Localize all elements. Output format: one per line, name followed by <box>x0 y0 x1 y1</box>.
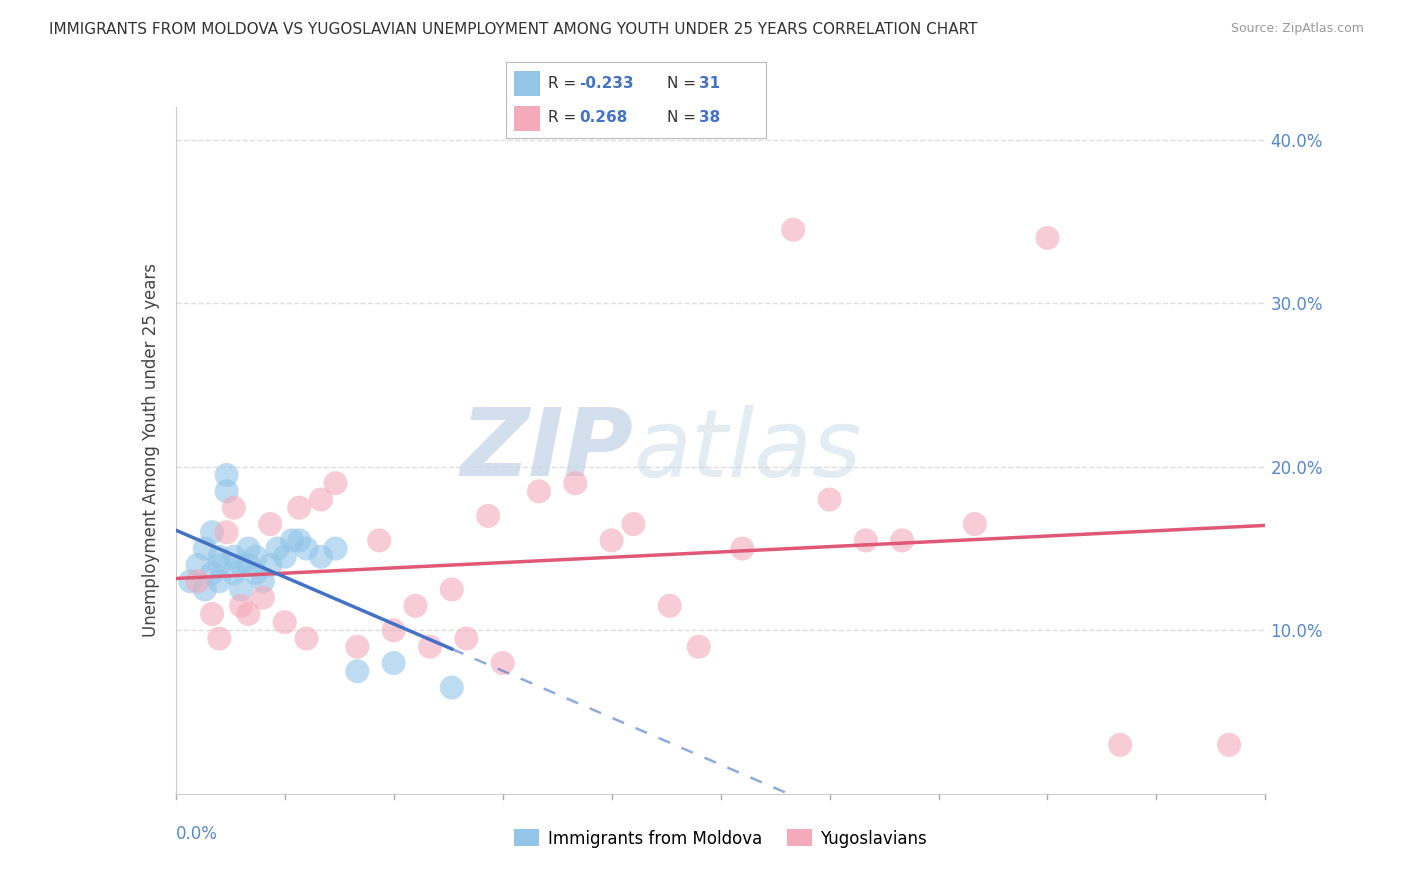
Point <box>731 541 754 556</box>
Point <box>215 484 238 499</box>
Point <box>688 640 710 654</box>
Point <box>346 640 368 654</box>
Point <box>238 558 260 572</box>
Bar <box>515 70 540 95</box>
Point <box>456 632 478 646</box>
Text: N =: N = <box>668 76 702 91</box>
Point <box>818 492 841 507</box>
Point <box>208 558 231 572</box>
Point <box>382 624 405 638</box>
Point <box>440 582 463 597</box>
Point <box>281 533 304 548</box>
Point <box>259 516 281 531</box>
Point <box>238 607 260 621</box>
Text: 31: 31 <box>699 76 720 91</box>
Point <box>419 640 441 654</box>
Point <box>295 632 318 646</box>
Point <box>621 516 644 531</box>
Point <box>527 484 550 499</box>
Point <box>782 222 804 236</box>
Point <box>346 664 368 679</box>
Legend: Immigrants from Moldova, Yugoslavians: Immigrants from Moldova, Yugoslavians <box>508 822 934 855</box>
Point <box>855 533 877 548</box>
Point <box>201 607 224 621</box>
Point <box>222 500 245 515</box>
Point <box>231 558 253 572</box>
Point <box>259 558 281 572</box>
Point <box>288 500 311 515</box>
Point <box>252 574 274 589</box>
Y-axis label: Unemployment Among Youth under 25 years: Unemployment Among Youth under 25 years <box>142 263 160 638</box>
Point <box>245 549 267 564</box>
Point <box>208 549 231 564</box>
Point <box>440 681 463 695</box>
Point <box>295 541 318 556</box>
Point <box>1109 738 1132 752</box>
Point <box>201 566 224 580</box>
Point <box>194 582 217 597</box>
Text: 0.0%: 0.0% <box>176 825 218 843</box>
Point <box>245 566 267 580</box>
Text: atlas: atlas <box>633 405 862 496</box>
Text: N =: N = <box>668 110 702 125</box>
Text: 38: 38 <box>699 110 720 125</box>
Point <box>186 558 209 572</box>
Text: ZIP: ZIP <box>461 404 633 497</box>
Point <box>208 574 231 589</box>
Point <box>274 615 297 630</box>
Point <box>600 533 623 548</box>
Point <box>492 656 515 670</box>
Point <box>179 574 201 589</box>
Point <box>1218 738 1240 752</box>
Text: 0.268: 0.268 <box>579 110 627 125</box>
Point <box>1036 231 1059 245</box>
Point <box>325 476 347 491</box>
Point <box>564 476 586 491</box>
Point <box>186 574 209 589</box>
Text: Source: ZipAtlas.com: Source: ZipAtlas.com <box>1230 22 1364 36</box>
Point <box>201 525 224 540</box>
Text: R =: R = <box>548 110 586 125</box>
Point <box>194 541 217 556</box>
Text: -0.233: -0.233 <box>579 76 634 91</box>
Point <box>477 508 499 523</box>
Point <box>208 632 231 646</box>
Point <box>238 541 260 556</box>
Point <box>266 541 288 556</box>
Point <box>215 525 238 540</box>
Point <box>222 566 245 580</box>
Point <box>368 533 391 548</box>
Point <box>891 533 914 548</box>
Point <box>325 541 347 556</box>
Point <box>963 516 986 531</box>
Bar <box>515 105 540 130</box>
Point <box>288 533 311 548</box>
Point <box>231 599 253 613</box>
Point <box>274 549 297 564</box>
Text: R =: R = <box>548 76 581 91</box>
Point <box>658 599 681 613</box>
Point <box>309 492 332 507</box>
Point <box>382 656 405 670</box>
Point <box>222 549 245 564</box>
Text: IMMIGRANTS FROM MOLDOVA VS YUGOSLAVIAN UNEMPLOYMENT AMONG YOUTH UNDER 25 YEARS C: IMMIGRANTS FROM MOLDOVA VS YUGOSLAVIAN U… <box>49 22 977 37</box>
Point <box>309 549 332 564</box>
Point <box>231 582 253 597</box>
Point <box>252 591 274 605</box>
Point <box>215 467 238 482</box>
Point <box>405 599 427 613</box>
